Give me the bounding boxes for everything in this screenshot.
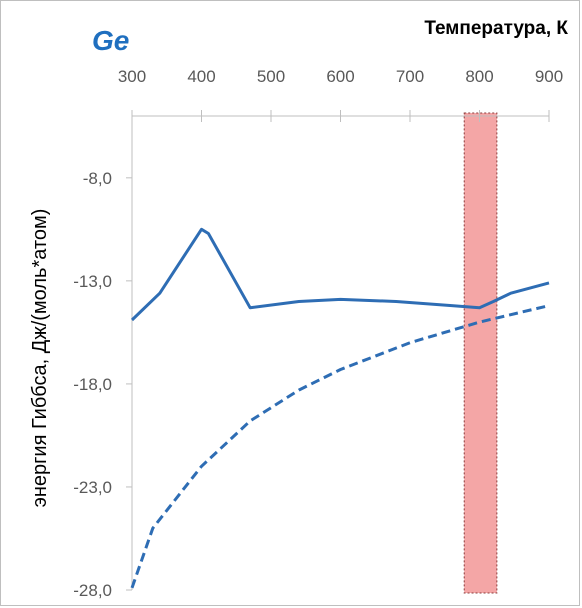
element-label-ge: Ge (92, 25, 129, 56)
series-line-dashed (130, 304, 550, 589)
x-tick-label: 800 (465, 67, 493, 86)
y-tick-label: -18,0 (73, 375, 112, 394)
y-tick-labels: -8,0 -13,0 -18,0 -23,0 -28,0 (73, 169, 112, 600)
axes (126, 110, 550, 591)
x-tick-label: 500 (257, 67, 285, 86)
y-tick-label: -13,0 (73, 272, 112, 291)
highlight-band (463, 112, 498, 594)
x-tick-label: 300 (118, 67, 146, 86)
y-tick-label: -8,0 (83, 169, 112, 188)
x-tick-label: 400 (187, 67, 215, 86)
x-tick-label: 900 (535, 67, 563, 86)
x-tick-labels: 300 400 500 600 700 800 900 (118, 67, 563, 86)
x-axis-title: Температура, К (424, 18, 568, 39)
y-tick-label: -23,0 (73, 478, 112, 497)
x-tick-label: 600 (326, 67, 354, 86)
y-tick-label: -28,0 (73, 581, 112, 600)
x-tick-label: 700 (396, 67, 424, 86)
series-line-solid (130, 227, 550, 322)
series-layer (130, 227, 550, 589)
y-axis-title: энергия Гиббса, Дж/(моль*атом) (29, 209, 51, 508)
